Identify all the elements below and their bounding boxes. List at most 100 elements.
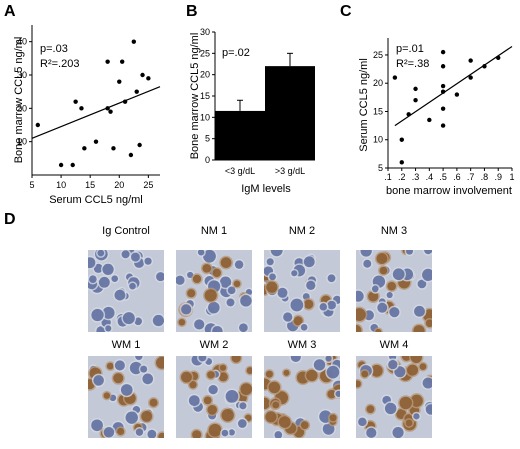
panel-b-y-axis-label: Bone marrow CCL5 ng/ml (189, 33, 201, 160)
panel-c-y-axis-label: Serum CCL5 ng/ml (358, 58, 370, 152)
micrograph-image (264, 356, 340, 438)
panel-b-y-tick-label: 0 (205, 155, 210, 165)
panel-c-regression-line (394, 45, 513, 127)
cell-nucleus (410, 356, 422, 364)
cell-nucleus (198, 356, 207, 362)
cell-nucleus (91, 419, 103, 432)
cell-nucleus (277, 287, 288, 298)
cell-nucleus (356, 325, 362, 332)
panel-c-data-point (427, 117, 432, 123)
panel-c-data-point (399, 160, 404, 165)
cell-nucleus (134, 317, 142, 326)
cell-nucleus (290, 356, 301, 362)
panel-c-y-tick-label: 20 (373, 78, 383, 88)
cell-nucleus (103, 392, 111, 399)
cell-nucleus (158, 432, 164, 438)
cell-nucleus (306, 280, 316, 290)
micrograph-image (176, 250, 252, 332)
cell-nucleus (131, 252, 140, 262)
cell-nucleus (221, 429, 229, 437)
cell-nucleus (300, 324, 308, 331)
cell-nucleus (147, 429, 157, 438)
micrograph-image (356, 356, 432, 438)
micrograph-label: NM 2 (289, 225, 315, 237)
panel-a-scatter-chart: 5 10 15 20 25 10 20 30 40 p=.03 R²=.203 Serum CC… (13, 25, 161, 206)
cell-nucleus (300, 421, 309, 430)
cell-nucleus (370, 364, 383, 377)
cell-nucleus (140, 365, 148, 373)
cell-nucleus (327, 389, 336, 399)
cell-nucleus (152, 314, 164, 327)
cell-nucleus (192, 274, 202, 284)
panel-a-data-point (70, 162, 75, 168)
panel-c-x-tick-label: .4 (426, 172, 434, 182)
cell-nucleus (265, 370, 273, 378)
cell-nucleus (234, 260, 244, 269)
cell-nucleus (203, 250, 216, 263)
cell-nucleus (283, 369, 290, 376)
cell-nucleus (221, 409, 234, 422)
panel-letter-c: C (340, 3, 352, 20)
cell-nucleus (129, 282, 136, 290)
cell-nucleus (386, 291, 393, 299)
cell-nucleus (176, 275, 185, 285)
cell-nucleus (356, 290, 364, 302)
panel-a-data-point (137, 142, 142, 148)
micrograph-label: NM 3 (381, 225, 407, 237)
cell-nucleus (264, 397, 271, 410)
cell-nucleus (361, 370, 369, 378)
panel-a-x-tick-label: 5 (29, 180, 34, 190)
panel-b-bar-chart: 0 5 10 15 20 25 30 <3 g/dL >3 g/dL p=.02 IgM le… (189, 27, 315, 195)
panel-c-data-point (440, 89, 446, 94)
cell-nucleus (366, 405, 375, 414)
cell-nucleus (379, 266, 388, 275)
micrograph-image (88, 356, 164, 438)
cell-nucleus (192, 430, 202, 438)
panel-letter-a: A (4, 3, 16, 20)
cell-nucleus (240, 383, 252, 395)
cell-nucleus (392, 268, 405, 281)
cell-nucleus (319, 303, 327, 311)
cell-nucleus (91, 308, 104, 322)
cell-nucleus (290, 298, 304, 312)
panel-c-data-point (468, 75, 473, 80)
panel-a-y-axis-label: Bone marrow CCL5 ng/ml (13, 37, 25, 164)
cell-nucleus (197, 250, 205, 256)
panel-b-p-value: p=.02 (222, 47, 250, 59)
cell-nucleus (325, 356, 332, 362)
panel-c-data-point (468, 58, 473, 63)
panel-a-data-point (108, 109, 113, 114)
panel-b-y-tick-label: 20 (200, 70, 210, 80)
panel-a-data-point (79, 106, 84, 111)
cell-nucleus (283, 312, 293, 322)
panel-b-y-tick-label: 5 (205, 134, 210, 144)
cell-nucleus (389, 307, 400, 318)
panel-a-data-point (111, 146, 116, 151)
panel-c-data-point (440, 49, 446, 55)
cell-nucleus (303, 256, 315, 268)
micrograph-image (356, 250, 432, 332)
panel-c-data-point (392, 75, 398, 80)
panel-c-data-point (399, 137, 404, 142)
cell-nucleus (363, 259, 372, 268)
panel-b-category-label: <3 g/dL (225, 166, 255, 176)
panel-a-data-point (122, 99, 128, 104)
cell-nucleus (303, 299, 314, 309)
panel-b-y-tick-label: 15 (200, 91, 210, 101)
cell-nucleus (212, 325, 223, 332)
cell-nucleus (114, 289, 126, 301)
cell-nucleus (117, 427, 125, 436)
cell-nucleus (407, 364, 419, 376)
cell-nucleus (227, 286, 236, 295)
cell-nucleus (120, 384, 133, 396)
panel-b-bar (215, 110, 265, 160)
cell-nucleus (105, 325, 112, 332)
cell-nucleus (125, 411, 138, 424)
cell-nucleus (356, 308, 366, 322)
cell-nucleus (135, 428, 144, 436)
cell-nucleus (208, 423, 222, 437)
cell-nucleus (413, 413, 420, 420)
cell-nucleus (207, 404, 218, 415)
panel-c-x-tick-label: .2 (398, 172, 406, 182)
cell-nucleus (102, 306, 115, 319)
